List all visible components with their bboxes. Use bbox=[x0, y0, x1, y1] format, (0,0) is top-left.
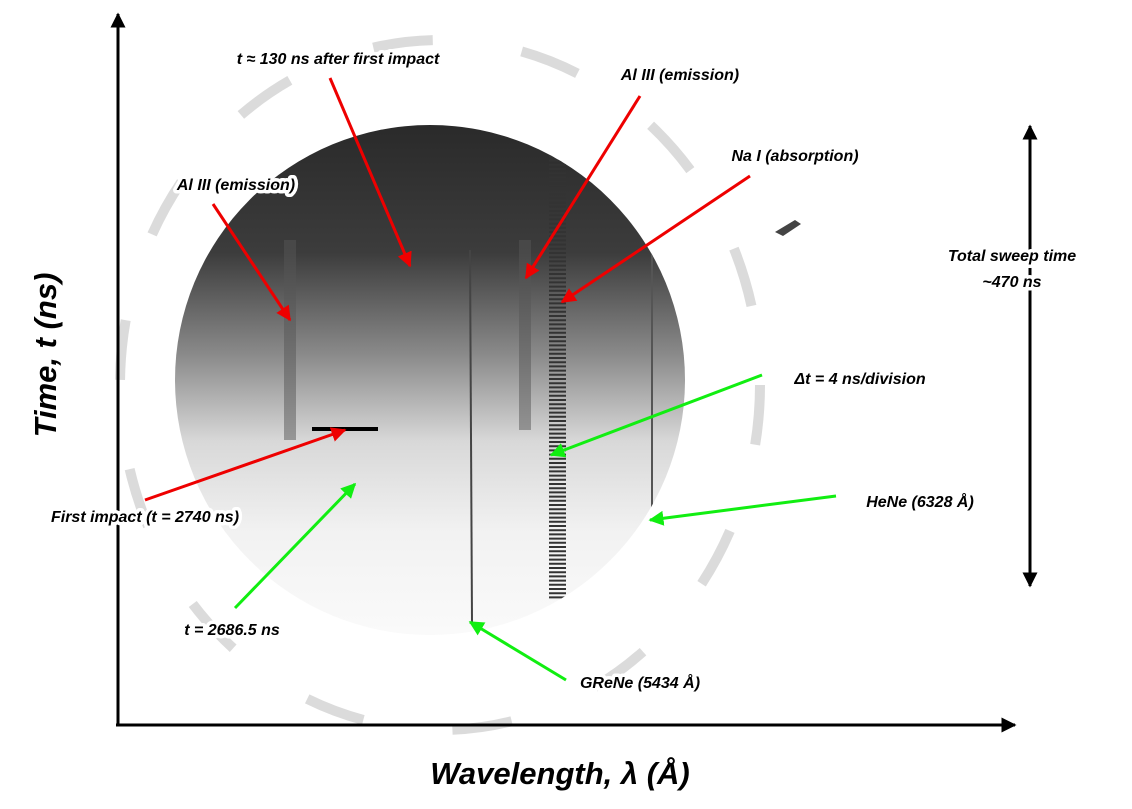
annotation: Total sweep time bbox=[948, 248, 1076, 265]
annotation: ~470 ns bbox=[982, 274, 1041, 291]
annotation: HeNe (6328 Å) bbox=[866, 492, 974, 511]
annotation: Al III (emission) bbox=[620, 67, 739, 84]
annotation: t = 2686.5 ns bbox=[184, 622, 280, 639]
x-axis-label: Wavelength, λ (Å) bbox=[430, 756, 690, 791]
annotation: Al III (emission) bbox=[176, 177, 295, 194]
annotation: Na I (absorption) bbox=[731, 148, 858, 165]
annotation: Δt = 4 ns/division bbox=[793, 371, 925, 388]
annotated-streak-image: t ≈ 130 ns after first impact Al III (em… bbox=[0, 0, 1132, 809]
annotation: First impact (t = 2740 ns) bbox=[51, 509, 239, 526]
annotation: t ≈ 130 ns after first impact bbox=[237, 51, 440, 68]
y-axis-label: Time, t (ns) bbox=[28, 273, 63, 438]
annotation: GReNe (5434 Å) bbox=[580, 673, 700, 692]
